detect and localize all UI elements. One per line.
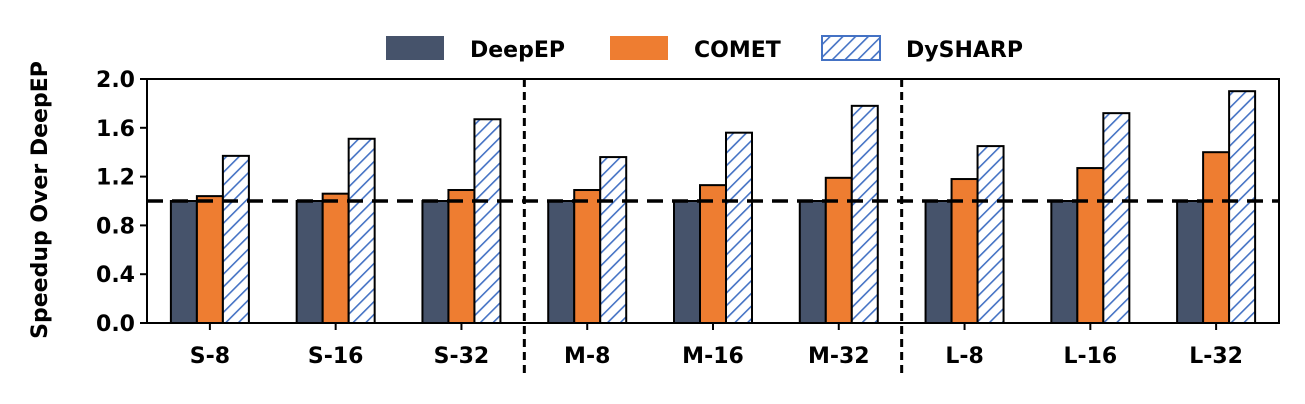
x-tick-label: L-32: [1189, 344, 1243, 369]
x-tick-label: S-8: [190, 344, 230, 369]
bar-comet-s-32: [447, 189, 476, 324]
legend-label-deepep: DeepEP: [470, 38, 565, 63]
bar-dysharp-m-8: [599, 156, 628, 324]
bar-deepep-l-16: [1050, 200, 1079, 324]
y-tick-label: 0.0: [96, 312, 135, 337]
bar-dysharp-m-32: [850, 104, 879, 324]
bar-comet-s-16: [321, 192, 350, 324]
bar-deepep-s-16: [295, 200, 324, 324]
legend-label-dysharp: DySHARP: [906, 38, 1023, 63]
bar-deepep-s-8: [169, 200, 198, 324]
bar-comet-s-8: [195, 195, 224, 324]
bar-comet-l-32: [1202, 151, 1231, 324]
bar-deepep-l-8: [924, 200, 953, 324]
bar-deepep-m-8: [547, 200, 576, 324]
bar-deepep-m-32: [798, 200, 827, 324]
bars: [169, 90, 1257, 325]
plot-frame: [146, 78, 1280, 324]
overlays: [147, 79, 1279, 378]
x-tick-label: M-32: [808, 344, 870, 369]
y-axis-label: Speedup Over DeepEP: [28, 61, 53, 339]
x-axis-ticks: S-8 S-16 S-32 M-8 M-16 M-32 L-8 L-16 L-32: [190, 323, 1243, 369]
bar-dysharp-l-32: [1228, 90, 1257, 324]
y-axis-ticks: 0.0 0.4 0.8 1.2 1.6 2.0: [96, 68, 147, 337]
legend-swatch-dysharp: [821, 35, 881, 61]
x-tick-label: L-8: [945, 344, 983, 369]
bar-dysharp-m-16: [725, 131, 753, 324]
bar-deepep-s-32: [421, 200, 450, 324]
y-tick-label: 1.6: [96, 117, 135, 142]
bar-deepep-l-32: [1176, 200, 1205, 324]
x-tick-label: M-8: [564, 344, 610, 369]
y-tick-label: 0.8: [96, 214, 135, 239]
legend-label-comet: COMET: [694, 38, 781, 63]
y-tick-label: 1.2: [96, 166, 135, 191]
x-tick-label: S-32: [434, 344, 490, 369]
x-tick-label: L-16: [1063, 344, 1117, 369]
bar-dysharp-l-8: [976, 145, 1005, 324]
x-tick-label: M-16: [682, 344, 744, 369]
bar-comet-l-16: [1076, 167, 1105, 324]
legend-swatch-deepep: [386, 36, 444, 60]
y-tick-label: 0.4: [96, 263, 135, 288]
bar-deepep-m-16: [673, 200, 701, 324]
bar-dysharp-l-16: [1102, 112, 1131, 324]
legend-swatch-comet: [610, 36, 668, 60]
bar-comet-m-16: [699, 184, 727, 324]
x-tick-label: S-16: [308, 344, 364, 369]
bar-dysharp-s-32: [473, 118, 502, 325]
bar-comet-m-8: [573, 189, 602, 324]
bar-dysharp-s-8: [221, 154, 250, 324]
y-tick-label: 2.0: [96, 68, 135, 93]
bar-dysharp-s-16: [347, 137, 376, 324]
legend: DeepEP COMET DySHARP: [386, 35, 1023, 63]
